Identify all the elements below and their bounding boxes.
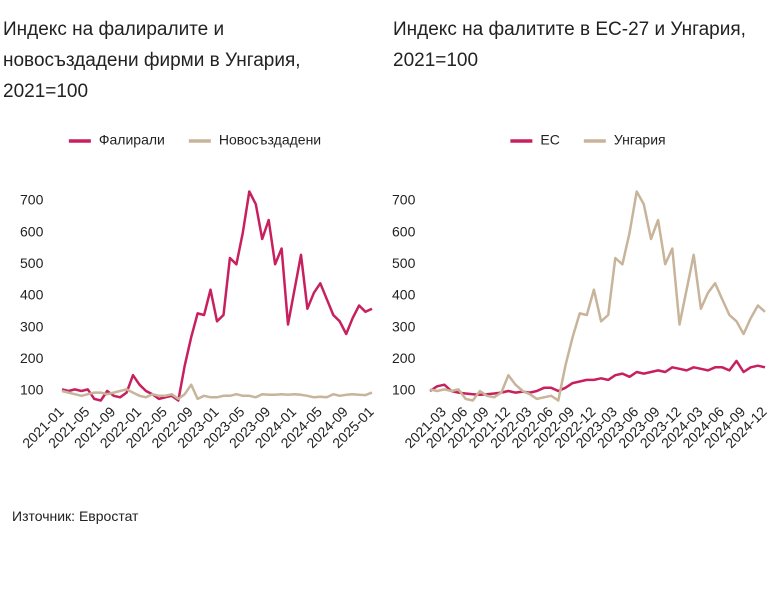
y-tick-label: 200 — [392, 350, 416, 366]
legend-label: Унгария — [614, 132, 666, 148]
y-tick-label: 300 — [20, 318, 44, 334]
y-tick-label: 300 — [392, 318, 416, 334]
y-tick-label: 600 — [392, 223, 416, 239]
legend-label: ЕС — [540, 132, 559, 148]
line — [61, 190, 373, 402]
y-tick-label: 500 — [20, 255, 44, 271]
y-tick-label: 200 — [20, 350, 44, 366]
source: Източник: Евростат — [12, 508, 139, 524]
line — [61, 383, 373, 401]
line — [429, 359, 766, 397]
y-tick-label: 700 — [20, 192, 44, 208]
y-tick-label: 600 — [20, 223, 44, 239]
legend-label: Новосъздадени — [219, 132, 321, 148]
y-tick-label: 400 — [20, 287, 44, 303]
y-tick-label: 100 — [20, 382, 44, 398]
y-tick-label: 500 — [392, 255, 416, 271]
legend-label: Фалирали — [99, 132, 165, 148]
line — [429, 190, 766, 402]
y-tick-label: 100 — [392, 382, 416, 398]
y-tick-label: 700 — [392, 192, 416, 208]
chart-title: Индекс на фалиралите и новосъздадени фир… — [3, 19, 301, 102]
chart-title: Индекс на фалитите в ЕС-27 и Унгария, 20… — [393, 19, 746, 71]
y-tick-label: 400 — [392, 287, 416, 303]
